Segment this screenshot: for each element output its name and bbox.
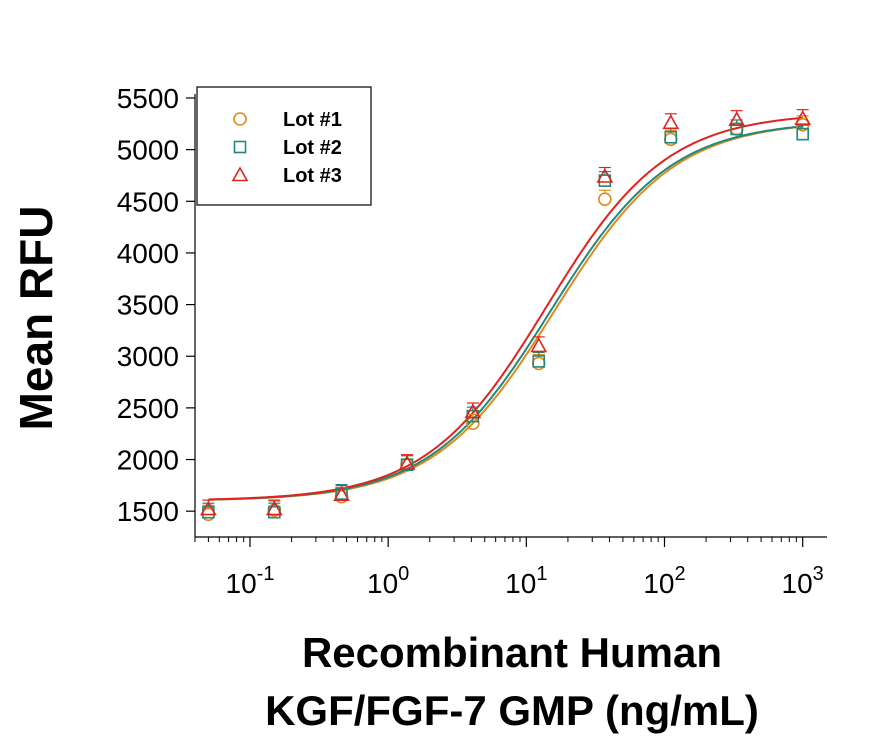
y-tick-label: 5500 <box>117 83 179 114</box>
y-tick-label: 5000 <box>117 135 179 166</box>
y-tick-label: 1500 <box>117 496 179 527</box>
triangle-point <box>530 337 548 353</box>
y-tick-label: 3000 <box>117 341 179 372</box>
x-tick-label: 10-1 <box>226 563 275 599</box>
x-axis-title-line2: KGF/FGF-7 GMP (ng/mL) <box>265 687 759 734</box>
triangle-point <box>596 167 614 183</box>
legend-circle-marker <box>233 112 247 126</box>
legend-label: Lot #3 <box>283 165 342 187</box>
y-tick-label: 3500 <box>117 290 179 321</box>
square-point <box>400 458 414 471</box>
axes: 1500 2000 2500 3000 3500 4000 4500 5000 5500 10-1… <box>117 83 827 599</box>
data-points <box>200 109 812 522</box>
legend-box <box>196 86 372 206</box>
fit-line-lot3 <box>208 116 803 501</box>
x-axis-title-line1: Recombinant Human <box>302 629 722 676</box>
x-tick-label: 103 <box>782 563 824 599</box>
legend-label: Lot #1 <box>283 109 342 131</box>
y-tick-label: 2000 <box>117 445 179 476</box>
triangle-point <box>728 111 746 126</box>
legend-square-marker <box>233 140 247 154</box>
square-point <box>664 130 678 144</box>
square-point <box>796 127 809 141</box>
legend-triangle-marker <box>231 166 249 182</box>
triangle-point <box>265 500 283 516</box>
y-tick-label: 2500 <box>117 393 179 424</box>
fit-curves <box>208 116 803 501</box>
circle-point <box>598 192 612 207</box>
triangle-point <box>662 114 680 130</box>
legend-label: Lot #2 <box>283 137 342 159</box>
triangle-point <box>794 110 812 125</box>
triangle-point <box>464 403 482 419</box>
triangle-point <box>333 486 350 501</box>
triangle-point <box>398 455 416 470</box>
y-axis-title: Mean RFU <box>10 206 62 431</box>
legend: Lot #1 Lot #2 Lot #3 <box>196 86 372 206</box>
x-tick-label: 100 <box>367 563 409 599</box>
x-tick-label: 102 <box>643 563 685 599</box>
x-tick-label: 101 <box>505 563 547 599</box>
y-tick-label: 4500 <box>117 186 179 217</box>
square-point <box>730 122 743 136</box>
square-point <box>532 355 546 368</box>
y-tick-label: 4000 <box>117 238 179 269</box>
triangle-point <box>200 500 217 516</box>
